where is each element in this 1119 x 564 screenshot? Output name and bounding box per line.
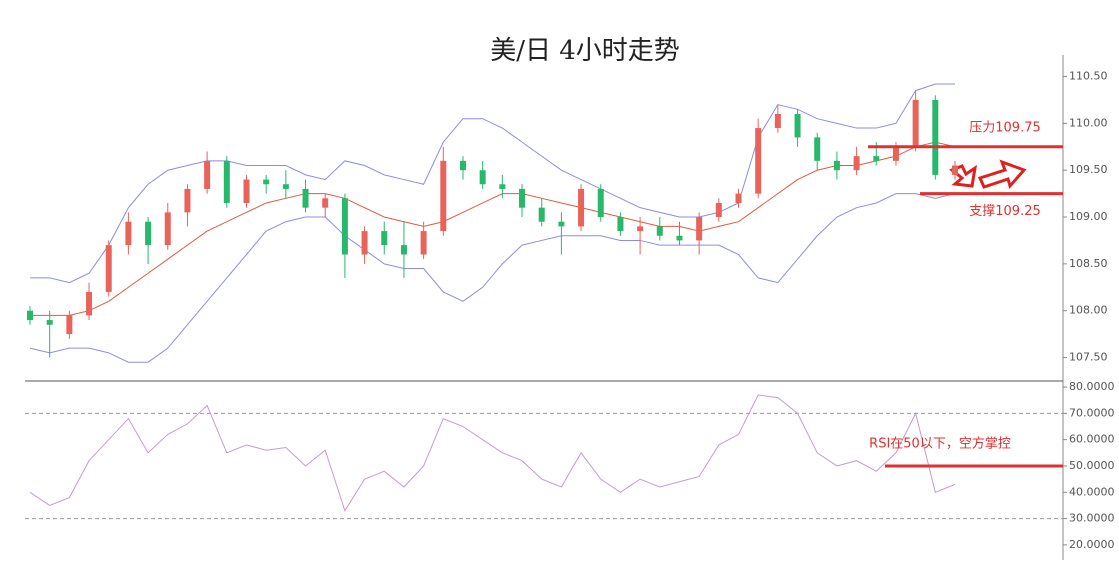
candle-body xyxy=(282,184,289,189)
y-tick-label: 110.50 xyxy=(1069,70,1108,83)
candle-body xyxy=(932,99,939,175)
candle-body xyxy=(400,245,407,255)
candle-body xyxy=(440,160,447,232)
candle-body xyxy=(322,198,329,208)
candle-body xyxy=(420,231,427,255)
y-tick-label: 108.50 xyxy=(1069,257,1108,270)
candle-body xyxy=(676,235,683,241)
candle-body xyxy=(223,160,230,203)
band-line xyxy=(30,83,955,284)
candle-body xyxy=(735,193,742,203)
y-tick-label: 40.0000 xyxy=(1069,485,1115,498)
candle-body xyxy=(341,198,348,255)
candle-body xyxy=(479,170,486,185)
candle-body xyxy=(578,188,585,227)
candle-body xyxy=(184,188,191,213)
y-tick-label: 109.00 xyxy=(1069,210,1108,223)
candle-body xyxy=(164,212,171,246)
candle-body xyxy=(774,114,781,129)
arrows xyxy=(949,159,1027,190)
candle-body xyxy=(145,221,152,246)
candle-body xyxy=(696,217,703,241)
candle-body xyxy=(86,291,93,316)
candle-body xyxy=(833,160,840,171)
candle-body xyxy=(204,160,211,189)
candle-body xyxy=(243,179,250,203)
band-line xyxy=(29,193,956,363)
candle-body xyxy=(656,226,663,236)
y-tick-label: 70.0000 xyxy=(1069,406,1115,419)
level-label: 支撑109.25 xyxy=(969,204,1041,219)
candle-body xyxy=(715,202,722,218)
y-tick-label: 20.0000 xyxy=(1069,538,1115,551)
y-tick-label: 50.0000 xyxy=(1069,459,1115,472)
candle-body xyxy=(873,156,880,161)
candle-body xyxy=(912,99,919,147)
level-label: 压力109.75 xyxy=(969,120,1041,135)
candle-body xyxy=(558,221,565,227)
candle-body xyxy=(853,156,860,171)
y-tick-label: 109.50 xyxy=(1069,163,1108,176)
candle-body xyxy=(361,231,368,255)
band-line xyxy=(30,141,956,316)
candle-body xyxy=(794,114,801,138)
candle-body xyxy=(381,231,388,246)
candle-body xyxy=(519,188,526,208)
candle-body xyxy=(302,188,309,208)
candle-body xyxy=(637,226,644,232)
chart-title: 美/日 4小时走势 xyxy=(490,36,680,66)
candle-body xyxy=(105,245,112,292)
y-tick-label: 110.00 xyxy=(1069,116,1108,129)
candle-body xyxy=(263,179,270,185)
candle-body xyxy=(66,315,73,335)
candle-body xyxy=(755,128,762,194)
rsi-line xyxy=(29,394,956,512)
y-tick-label: 80.0000 xyxy=(1069,380,1115,393)
candle-body xyxy=(617,217,624,232)
y-tick-label: 108.00 xyxy=(1069,304,1108,317)
candle-body xyxy=(499,184,506,189)
candle-body xyxy=(125,221,132,246)
candle-body xyxy=(892,146,899,161)
candle-body xyxy=(814,137,821,161)
candle-body xyxy=(46,320,53,325)
candle-body xyxy=(538,207,545,222)
candle-body xyxy=(459,160,466,171)
y-tick-label: 60.0000 xyxy=(1069,433,1115,446)
candle-body xyxy=(27,310,33,321)
level-label: RSI在50以下，空方掌控 xyxy=(869,435,1011,451)
candle-body xyxy=(952,165,958,175)
y-tick-label: 30.0000 xyxy=(1069,512,1115,525)
arrow-right xyxy=(977,159,1027,190)
y-tick-label: 107.50 xyxy=(1069,351,1108,364)
candle-body xyxy=(597,188,604,218)
